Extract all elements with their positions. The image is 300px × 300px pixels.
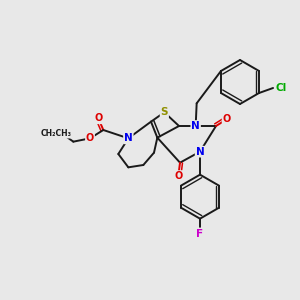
Text: O: O <box>94 113 103 123</box>
Text: Cl: Cl <box>275 83 287 93</box>
Text: CH₂CH₃: CH₂CH₃ <box>40 129 71 138</box>
Text: O: O <box>86 133 94 143</box>
Text: O: O <box>174 171 182 181</box>
Text: N: N <box>196 147 204 157</box>
Text: N: N <box>191 121 200 131</box>
Text: S: S <box>160 107 168 117</box>
Text: F: F <box>196 229 204 239</box>
Text: O: O <box>223 114 231 124</box>
Text: N: N <box>124 133 133 143</box>
